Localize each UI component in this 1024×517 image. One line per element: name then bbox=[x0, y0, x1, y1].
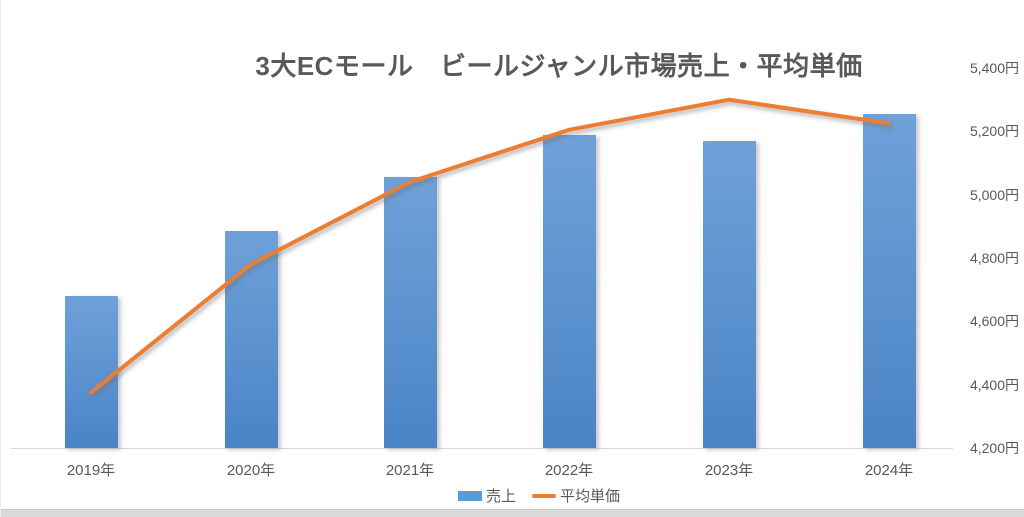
bar-2020年 bbox=[224, 231, 278, 448]
avg-price-line bbox=[89, 97, 891, 395]
bar-2022年 bbox=[542, 134, 596, 448]
x-axis-label-2020年: 2020年 bbox=[226, 462, 276, 479]
bar-2021年 bbox=[383, 177, 437, 448]
right-axis-tick-4,200円: 4,200円 bbox=[969, 440, 1019, 456]
right-axis-tick-5,400円: 5,400円 bbox=[969, 60, 1019, 76]
x-axis-label-2019年: 2019年 bbox=[66, 462, 116, 479]
right-axis-tick-5,000円: 5,000円 bbox=[969, 186, 1019, 203]
legend: 売上 平均単価 bbox=[27, 485, 1024, 506]
chart-title: 3大ECモール ビールジャンル市場売上・平均単価 bbox=[255, 51, 863, 81]
legend-item-sales: 売上 bbox=[457, 485, 516, 506]
window-bottom-edge bbox=[1, 509, 1024, 517]
x-axis-label-2023年: 2023年 bbox=[704, 462, 754, 479]
right-axis-tick-4,800円: 4,800円 bbox=[969, 250, 1019, 266]
bar-2024年 bbox=[862, 113, 916, 448]
bar-swatch-icon bbox=[457, 490, 482, 501]
legend-item-avg-price: 平均単価 bbox=[532, 485, 620, 506]
right-axis-tick-4,400円: 4,400円 bbox=[969, 376, 1019, 393]
right-axis-tick-4,600円: 4,600円 bbox=[969, 313, 1019, 330]
right-axis-tick-5,200円: 5,200円 bbox=[969, 123, 1019, 140]
bar-2023年 bbox=[702, 140, 756, 448]
x-axis-label-2024年: 2024年 bbox=[864, 462, 914, 479]
legend-sales-label: 売上 bbox=[485, 488, 516, 505]
x-axis-label-2022年: 2022年 bbox=[544, 462, 594, 479]
bar-2019年 bbox=[64, 296, 118, 448]
line-swatch-icon bbox=[532, 493, 556, 498]
x-axis-label-2021年: 2021年 bbox=[385, 462, 435, 479]
x-axis-line bbox=[11, 448, 953, 449]
legend-avg-price-label: 平均単価 bbox=[560, 488, 621, 505]
